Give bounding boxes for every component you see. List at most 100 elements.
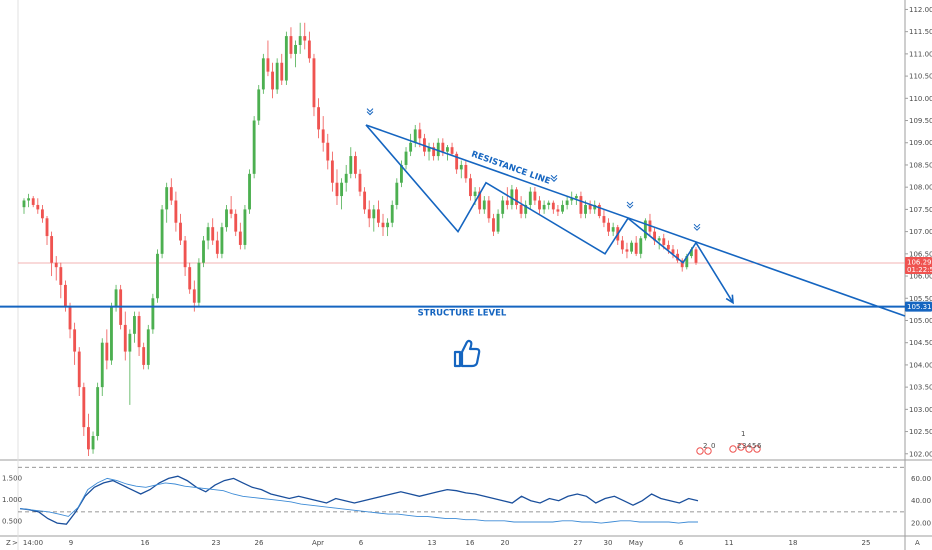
candle-body (510, 189, 514, 205)
candles[interactable] (22, 22, 698, 456)
candle (547, 200, 551, 210)
chevron-down-icon (693, 223, 701, 228)
z-toggle-button[interactable]: Z (6, 539, 11, 547)
event-icon (745, 445, 753, 453)
candle-body (574, 196, 578, 199)
candle-body (413, 129, 417, 143)
thumbs-up-icon (453, 339, 481, 368)
candle-body (492, 218, 495, 232)
osc-left-tick-label: 1.500 (2, 474, 22, 482)
osc-series-line (19, 477, 698, 524)
price-tick-label: 112.000 (909, 6, 932, 14)
candle-body (27, 198, 31, 201)
price-tick-label: 110.500 (909, 73, 932, 81)
candle (261, 53, 265, 94)
candle (653, 227, 657, 245)
candle (312, 53, 316, 117)
time-tick-label: 23 (212, 539, 221, 547)
chevron-down-icon (366, 111, 374, 116)
event-icon (696, 447, 704, 455)
candle-body (188, 267, 192, 290)
time-tick-label: 14:00 (23, 539, 43, 547)
candle (229, 196, 233, 219)
candle-body (307, 40, 311, 59)
candle-body (363, 191, 367, 210)
candle-body (685, 256, 689, 268)
structure-level-label: STRUCTURE LEVEL (418, 309, 507, 319)
time-tick-label: 11 (725, 539, 734, 547)
price-tick-label: 109.500 (909, 117, 932, 125)
candle-body (289, 36, 293, 54)
time-axis[interactable]: 14:00 9 16 23 26 Apr 6 13 16 20 27 30 May 6 11 18 25 Z A > (6, 539, 920, 547)
structure-level-tag (905, 301, 932, 312)
candle (105, 329, 109, 370)
candle-body (597, 204, 601, 217)
structure-level-value: 105.313 (907, 303, 932, 311)
candle (289, 27, 293, 59)
candle-body (602, 216, 606, 223)
price-tick-label: 110.000 (909, 95, 932, 103)
candle-body (96, 387, 100, 437)
candle-body (496, 213, 500, 232)
candle-body (229, 209, 233, 214)
candle (395, 178, 399, 210)
candle-body (556, 209, 560, 212)
candle-body (100, 342, 104, 388)
candle-body (524, 204, 528, 214)
candle-body (77, 351, 81, 388)
candle (220, 222, 224, 259)
candle (128, 329, 132, 405)
candle (643, 218, 647, 241)
price-tick-label: 103.500 (909, 384, 932, 392)
candle-body (395, 182, 399, 205)
candle-body (31, 198, 35, 205)
candle (298, 22, 302, 54)
candle-body (73, 329, 77, 352)
candle-body (266, 58, 270, 72)
candle (680, 258, 684, 272)
event-icon-label: 6 (757, 442, 762, 450)
candle-body (432, 147, 436, 157)
candle-body (220, 227, 224, 254)
candle-body (257, 89, 261, 121)
scroll-arrow-icon: > (12, 539, 18, 547)
candle-body (662, 238, 666, 245)
time-tick-label: 16 (141, 539, 150, 547)
candle-body (312, 58, 316, 108)
price-tick-label: 105.000 (909, 317, 932, 325)
candle-body (671, 249, 675, 254)
price-axis[interactable]: 112.000 111.500 111.000 110.500 110.000 109.5… (905, 6, 932, 458)
candle-body (294, 44, 297, 54)
candle (469, 173, 472, 201)
candle-body (643, 220, 647, 239)
candle-body (206, 227, 210, 241)
osc-series-line (19, 475, 699, 525)
candle (45, 216, 49, 245)
osc-right-tick-label: 40.00 (911, 497, 931, 505)
candle-body (326, 142, 330, 161)
candle (533, 187, 537, 205)
candle-body (565, 200, 569, 205)
chevron-down-icon (550, 177, 558, 182)
candle-body (588, 204, 592, 210)
auto-scale-button[interactable]: A (915, 539, 920, 547)
candle-body (105, 342, 109, 361)
candle-body (142, 347, 146, 365)
candle (464, 160, 468, 183)
candle (524, 200, 528, 219)
candle (248, 169, 251, 214)
candle (142, 342, 146, 370)
candle (427, 142, 431, 161)
candle-body (390, 204, 394, 223)
candle (611, 222, 615, 237)
candle-body (36, 204, 40, 210)
candle-body (666, 244, 670, 250)
candle (510, 184, 514, 210)
candle (432, 142, 436, 161)
candle-body (446, 147, 449, 152)
pivot-chevron-icon (693, 223, 701, 231)
